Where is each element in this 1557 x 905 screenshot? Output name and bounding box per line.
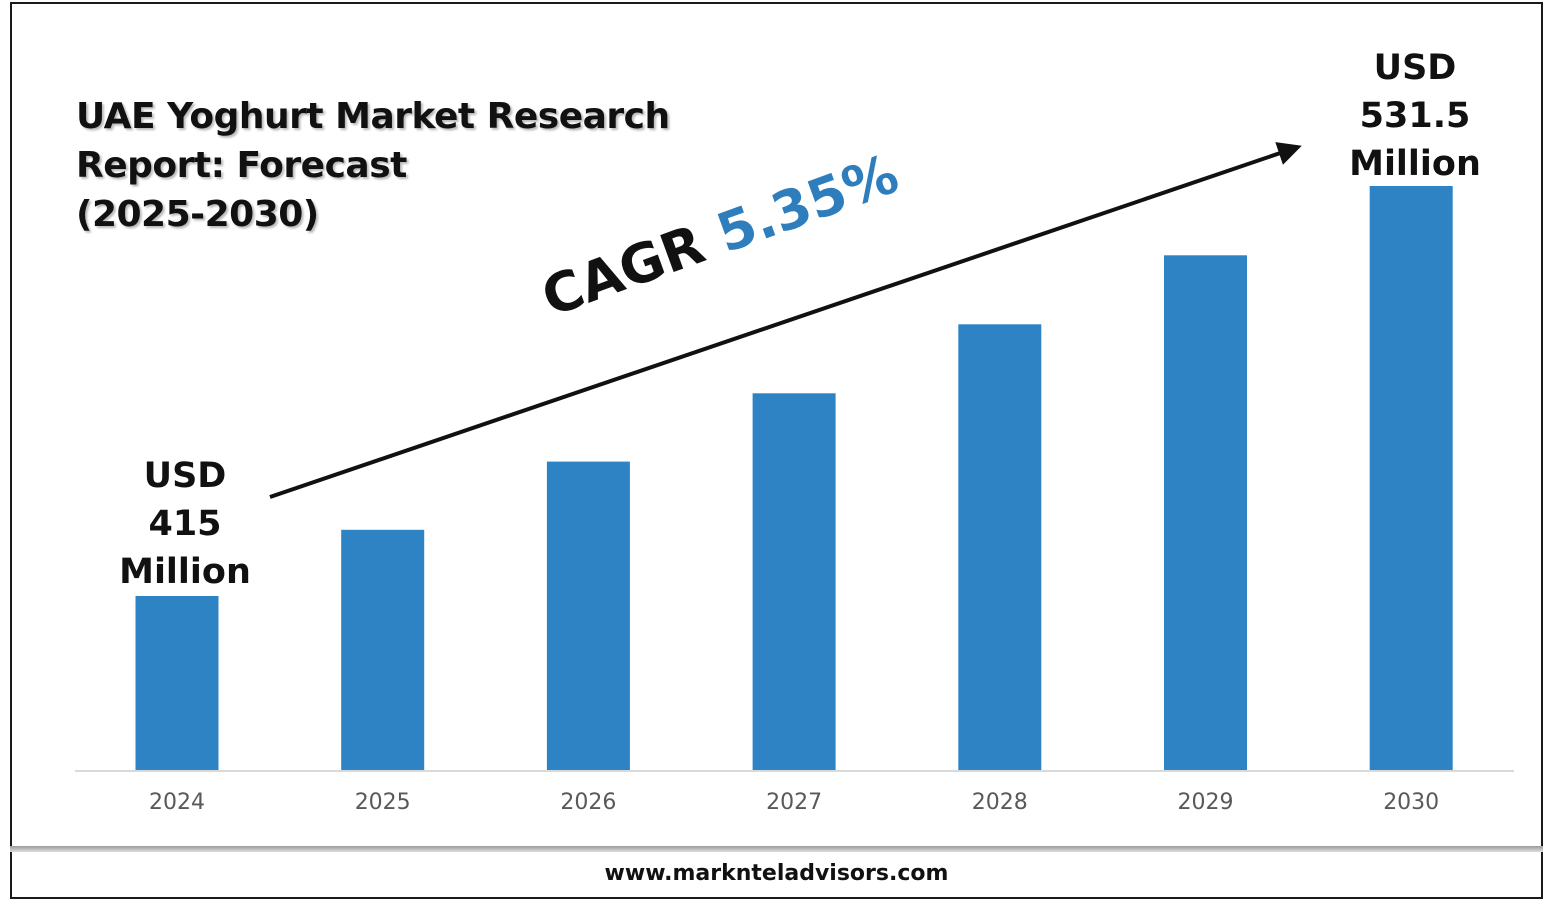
start-callout-currency: USD [143, 456, 227, 496]
footer-url: www.marknteladvisors.com [604, 861, 949, 886]
bar-2030 [1369, 186, 1453, 770]
end-callout-unit: Million [1349, 144, 1481, 184]
x-tick-label-2026: 2026 [560, 790, 616, 815]
x-tick-label-2029: 2029 [1178, 790, 1234, 815]
x-tick-label-2025: 2025 [355, 790, 411, 815]
trend-arrow [269, 142, 1302, 499]
title-line-3: (2025-2030) [76, 194, 319, 235]
bar-2028 [958, 324, 1042, 770]
footer-divider [10, 846, 1543, 852]
start-callout-unit: Million [119, 552, 251, 592]
chart-title: UAE Yoghurt Market Research Report: Fore… [76, 92, 716, 239]
bar-2025 [341, 529, 425, 770]
end-callout-value: 531.5 [1359, 96, 1471, 136]
end-callout-currency: USD [1373, 48, 1457, 88]
chart-frame [10, 2, 1543, 899]
x-tick-label-2027: 2027 [766, 790, 822, 815]
title-line-1: UAE Yoghurt Market Research [76, 96, 670, 137]
title-line-2: Report: Forecast [76, 145, 407, 186]
start-callout-value: 415 [148, 504, 222, 544]
start-value-callout: USD 415 Million [105, 452, 265, 596]
x-tick-label-2030: 2030 [1383, 790, 1439, 815]
bar-group [135, 186, 1453, 771]
x-tick-labels: 2024 2025 2026 2027 2028 2029 2030 [149, 790, 1439, 815]
x-tick-label-2028: 2028 [972, 790, 1028, 815]
bar-2026 [546, 461, 630, 770]
bar-2029 [1164, 255, 1247, 771]
x-tick-label-2024: 2024 [149, 790, 205, 815]
end-value-callout: USD 531.5 Million [1335, 44, 1495, 188]
bar-2024 [135, 596, 219, 770]
bar-2027 [752, 393, 836, 770]
